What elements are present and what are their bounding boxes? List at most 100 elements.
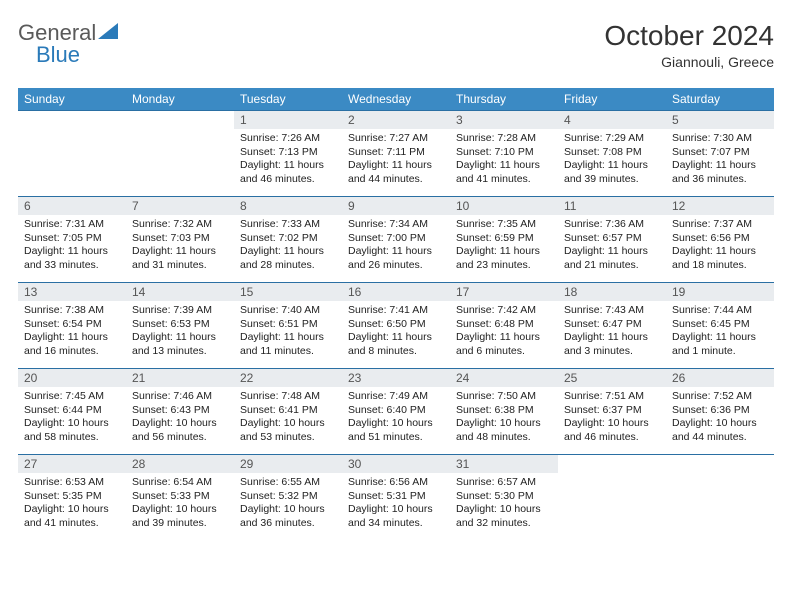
calendar-cell: 5Sunrise: 7:30 AMSunset: 7:07 PMDaylight… bbox=[666, 111, 774, 197]
sunrise-text: Sunrise: 7:26 AM bbox=[240, 132, 336, 146]
day-number: 6 bbox=[18, 197, 126, 215]
calendar-cell: 23Sunrise: 7:49 AMSunset: 6:40 PMDayligh… bbox=[342, 369, 450, 455]
sunrise-text: Sunrise: 7:33 AM bbox=[240, 218, 336, 232]
daylight-text: Daylight: 10 hours and 36 minutes. bbox=[240, 503, 336, 530]
day-details: Sunrise: 7:44 AMSunset: 6:45 PMDaylight:… bbox=[666, 301, 774, 362]
day-details: Sunrise: 7:43 AMSunset: 6:47 PMDaylight:… bbox=[558, 301, 666, 362]
daylight-text: Daylight: 10 hours and 58 minutes. bbox=[24, 417, 120, 444]
daylight-text: Daylight: 11 hours and 31 minutes. bbox=[132, 245, 228, 272]
sunrise-text: Sunrise: 7:48 AM bbox=[240, 390, 336, 404]
calendar-cell bbox=[666, 455, 774, 541]
calendar-cell: 17Sunrise: 7:42 AMSunset: 6:48 PMDayligh… bbox=[450, 283, 558, 369]
calendar-cell: 24Sunrise: 7:50 AMSunset: 6:38 PMDayligh… bbox=[450, 369, 558, 455]
sunset-text: Sunset: 7:07 PM bbox=[672, 146, 768, 160]
day-details: Sunrise: 6:53 AMSunset: 5:35 PMDaylight:… bbox=[18, 473, 126, 534]
calendar-cell: 16Sunrise: 7:41 AMSunset: 6:50 PMDayligh… bbox=[342, 283, 450, 369]
daylight-text: Daylight: 10 hours and 48 minutes. bbox=[456, 417, 552, 444]
day-number: 13 bbox=[18, 283, 126, 301]
calendar-cell: 28Sunrise: 6:54 AMSunset: 5:33 PMDayligh… bbox=[126, 455, 234, 541]
daylight-text: Daylight: 11 hours and 13 minutes. bbox=[132, 331, 228, 358]
sunset-text: Sunset: 7:00 PM bbox=[348, 232, 444, 246]
location-subtitle: Giannouli, Greece bbox=[604, 54, 774, 70]
calendar-cell: 18Sunrise: 7:43 AMSunset: 6:47 PMDayligh… bbox=[558, 283, 666, 369]
day-number: 18 bbox=[558, 283, 666, 301]
sunset-text: Sunset: 6:44 PM bbox=[24, 404, 120, 418]
calendar-row: 13Sunrise: 7:38 AMSunset: 6:54 PMDayligh… bbox=[18, 283, 774, 369]
day-details: Sunrise: 7:29 AMSunset: 7:08 PMDaylight:… bbox=[558, 129, 666, 190]
day-details: Sunrise: 7:45 AMSunset: 6:44 PMDaylight:… bbox=[18, 387, 126, 448]
daylight-text: Daylight: 10 hours and 44 minutes. bbox=[672, 417, 768, 444]
daylight-text: Daylight: 11 hours and 18 minutes. bbox=[672, 245, 768, 272]
sunrise-text: Sunrise: 7:29 AM bbox=[564, 132, 660, 146]
day-number: 2 bbox=[342, 111, 450, 129]
sunset-text: Sunset: 6:57 PM bbox=[564, 232, 660, 246]
sunrise-text: Sunrise: 7:41 AM bbox=[348, 304, 444, 318]
day-number: 28 bbox=[126, 455, 234, 473]
day-details: Sunrise: 7:30 AMSunset: 7:07 PMDaylight:… bbox=[666, 129, 774, 190]
calendar-cell: 27Sunrise: 6:53 AMSunset: 5:35 PMDayligh… bbox=[18, 455, 126, 541]
calendar-cell: 29Sunrise: 6:55 AMSunset: 5:32 PMDayligh… bbox=[234, 455, 342, 541]
day-number: 7 bbox=[126, 197, 234, 215]
sunset-text: Sunset: 6:54 PM bbox=[24, 318, 120, 332]
day-details: Sunrise: 7:48 AMSunset: 6:41 PMDaylight:… bbox=[234, 387, 342, 448]
calendar-cell: 19Sunrise: 7:44 AMSunset: 6:45 PMDayligh… bbox=[666, 283, 774, 369]
day-number: 3 bbox=[450, 111, 558, 129]
header: General October 2024 Giannouli, Greece bbox=[18, 20, 774, 70]
day-number: 24 bbox=[450, 369, 558, 387]
day-number: 11 bbox=[558, 197, 666, 215]
calendar-header-row: Sunday Monday Tuesday Wednesday Thursday… bbox=[18, 88, 774, 111]
sunrise-text: Sunrise: 7:50 AM bbox=[456, 390, 552, 404]
calendar-table: Sunday Monday Tuesday Wednesday Thursday… bbox=[18, 88, 774, 541]
sunrise-text: Sunrise: 6:55 AM bbox=[240, 476, 336, 490]
daylight-text: Daylight: 11 hours and 11 minutes. bbox=[240, 331, 336, 358]
sunrise-text: Sunrise: 7:40 AM bbox=[240, 304, 336, 318]
calendar-cell: 7Sunrise: 7:32 AMSunset: 7:03 PMDaylight… bbox=[126, 197, 234, 283]
day-number: 16 bbox=[342, 283, 450, 301]
calendar-cell: 12Sunrise: 7:37 AMSunset: 6:56 PMDayligh… bbox=[666, 197, 774, 283]
daylight-text: Daylight: 11 hours and 1 minute. bbox=[672, 331, 768, 358]
sunset-text: Sunset: 5:32 PM bbox=[240, 490, 336, 504]
page-title: October 2024 bbox=[604, 20, 774, 52]
weekday-header: Sunday bbox=[18, 88, 126, 111]
day-details: Sunrise: 6:55 AMSunset: 5:32 PMDaylight:… bbox=[234, 473, 342, 534]
day-details: Sunrise: 7:41 AMSunset: 6:50 PMDaylight:… bbox=[342, 301, 450, 362]
sunrise-text: Sunrise: 7:30 AM bbox=[672, 132, 768, 146]
daylight-text: Daylight: 10 hours and 51 minutes. bbox=[348, 417, 444, 444]
daylight-text: Daylight: 11 hours and 21 minutes. bbox=[564, 245, 660, 272]
sunrise-text: Sunrise: 7:28 AM bbox=[456, 132, 552, 146]
sunset-text: Sunset: 6:36 PM bbox=[672, 404, 768, 418]
daylight-text: Daylight: 11 hours and 23 minutes. bbox=[456, 245, 552, 272]
daylight-text: Daylight: 11 hours and 46 minutes. bbox=[240, 159, 336, 186]
calendar-cell bbox=[558, 455, 666, 541]
daylight-text: Daylight: 10 hours and 39 minutes. bbox=[132, 503, 228, 530]
day-details: Sunrise: 7:37 AMSunset: 6:56 PMDaylight:… bbox=[666, 215, 774, 276]
calendar-cell: 20Sunrise: 7:45 AMSunset: 6:44 PMDayligh… bbox=[18, 369, 126, 455]
sunset-text: Sunset: 7:03 PM bbox=[132, 232, 228, 246]
calendar-cell: 8Sunrise: 7:33 AMSunset: 7:02 PMDaylight… bbox=[234, 197, 342, 283]
sunrise-text: Sunrise: 7:36 AM bbox=[564, 218, 660, 232]
calendar-cell: 10Sunrise: 7:35 AMSunset: 6:59 PMDayligh… bbox=[450, 197, 558, 283]
day-details: Sunrise: 7:27 AMSunset: 7:11 PMDaylight:… bbox=[342, 129, 450, 190]
day-number: 22 bbox=[234, 369, 342, 387]
day-details: Sunrise: 7:31 AMSunset: 7:05 PMDaylight:… bbox=[18, 215, 126, 276]
sunset-text: Sunset: 6:43 PM bbox=[132, 404, 228, 418]
sunrise-text: Sunrise: 7:35 AM bbox=[456, 218, 552, 232]
weekday-header: Friday bbox=[558, 88, 666, 111]
calendar-cell bbox=[126, 111, 234, 197]
calendar-cell: 6Sunrise: 7:31 AMSunset: 7:05 PMDaylight… bbox=[18, 197, 126, 283]
calendar-cell: 9Sunrise: 7:34 AMSunset: 7:00 PMDaylight… bbox=[342, 197, 450, 283]
calendar-cell: 13Sunrise: 7:38 AMSunset: 6:54 PMDayligh… bbox=[18, 283, 126, 369]
calendar-cell: 2Sunrise: 7:27 AMSunset: 7:11 PMDaylight… bbox=[342, 111, 450, 197]
daylight-text: Daylight: 11 hours and 39 minutes. bbox=[564, 159, 660, 186]
sunset-text: Sunset: 6:45 PM bbox=[672, 318, 768, 332]
day-number: 23 bbox=[342, 369, 450, 387]
logo-word2: Blue bbox=[36, 42, 80, 68]
day-number: 31 bbox=[450, 455, 558, 473]
sunset-text: Sunset: 5:30 PM bbox=[456, 490, 552, 504]
sunset-text: Sunset: 7:05 PM bbox=[24, 232, 120, 246]
day-number: 27 bbox=[18, 455, 126, 473]
day-details: Sunrise: 7:33 AMSunset: 7:02 PMDaylight:… bbox=[234, 215, 342, 276]
calendar-cell: 25Sunrise: 7:51 AMSunset: 6:37 PMDayligh… bbox=[558, 369, 666, 455]
daylight-text: Daylight: 11 hours and 6 minutes. bbox=[456, 331, 552, 358]
day-number: 26 bbox=[666, 369, 774, 387]
